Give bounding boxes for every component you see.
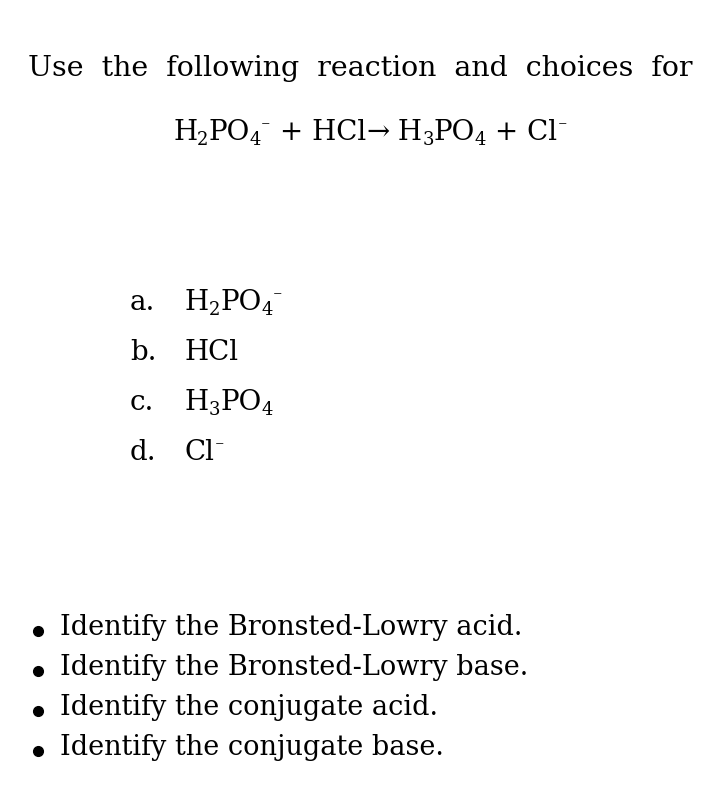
Text: Cl: Cl	[185, 439, 215, 466]
Text: + HCl: + HCl	[271, 119, 366, 146]
Text: d.: d.	[130, 439, 157, 466]
Text: 4: 4	[250, 131, 261, 149]
Text: 4: 4	[262, 301, 273, 319]
Text: PO: PO	[209, 119, 250, 146]
Text: c.: c.	[130, 389, 154, 416]
Text: H: H	[185, 389, 209, 416]
Text: H: H	[390, 119, 422, 146]
Text: H: H	[185, 289, 209, 316]
Text: a.: a.	[130, 289, 156, 316]
Text: 4: 4	[262, 401, 274, 419]
Text: ⁻: ⁻	[557, 118, 567, 136]
Text: Identify the Bronsted-Lowry base.: Identify the Bronsted-Lowry base.	[60, 654, 528, 681]
Text: PO: PO	[220, 289, 262, 316]
Text: 2: 2	[197, 131, 209, 149]
Text: Use  the  following  reaction  and  choices  for: Use the following reaction and choices f…	[28, 55, 692, 82]
Text: ⁻: ⁻	[215, 438, 225, 456]
Text: b.: b.	[130, 339, 156, 366]
Text: PO: PO	[433, 119, 475, 146]
Text: Identify the Bronsted-Lowry acid.: Identify the Bronsted-Lowry acid.	[60, 614, 523, 641]
Text: →: →	[366, 119, 390, 146]
Text: PO: PO	[220, 389, 262, 416]
Text: ⁻: ⁻	[261, 118, 271, 136]
Text: 2: 2	[209, 301, 220, 319]
Text: Identify the conjugate base.: Identify the conjugate base.	[60, 734, 444, 761]
Text: + Cl: + Cl	[486, 119, 557, 146]
Text: Identify the conjugate acid.: Identify the conjugate acid.	[60, 694, 438, 721]
Text: HCl: HCl	[185, 339, 239, 366]
Text: ⁻: ⁻	[273, 288, 283, 306]
Text: 3: 3	[209, 401, 220, 419]
Text: H: H	[173, 119, 197, 146]
Text: 3: 3	[422, 131, 433, 149]
Text: 4: 4	[475, 131, 486, 149]
